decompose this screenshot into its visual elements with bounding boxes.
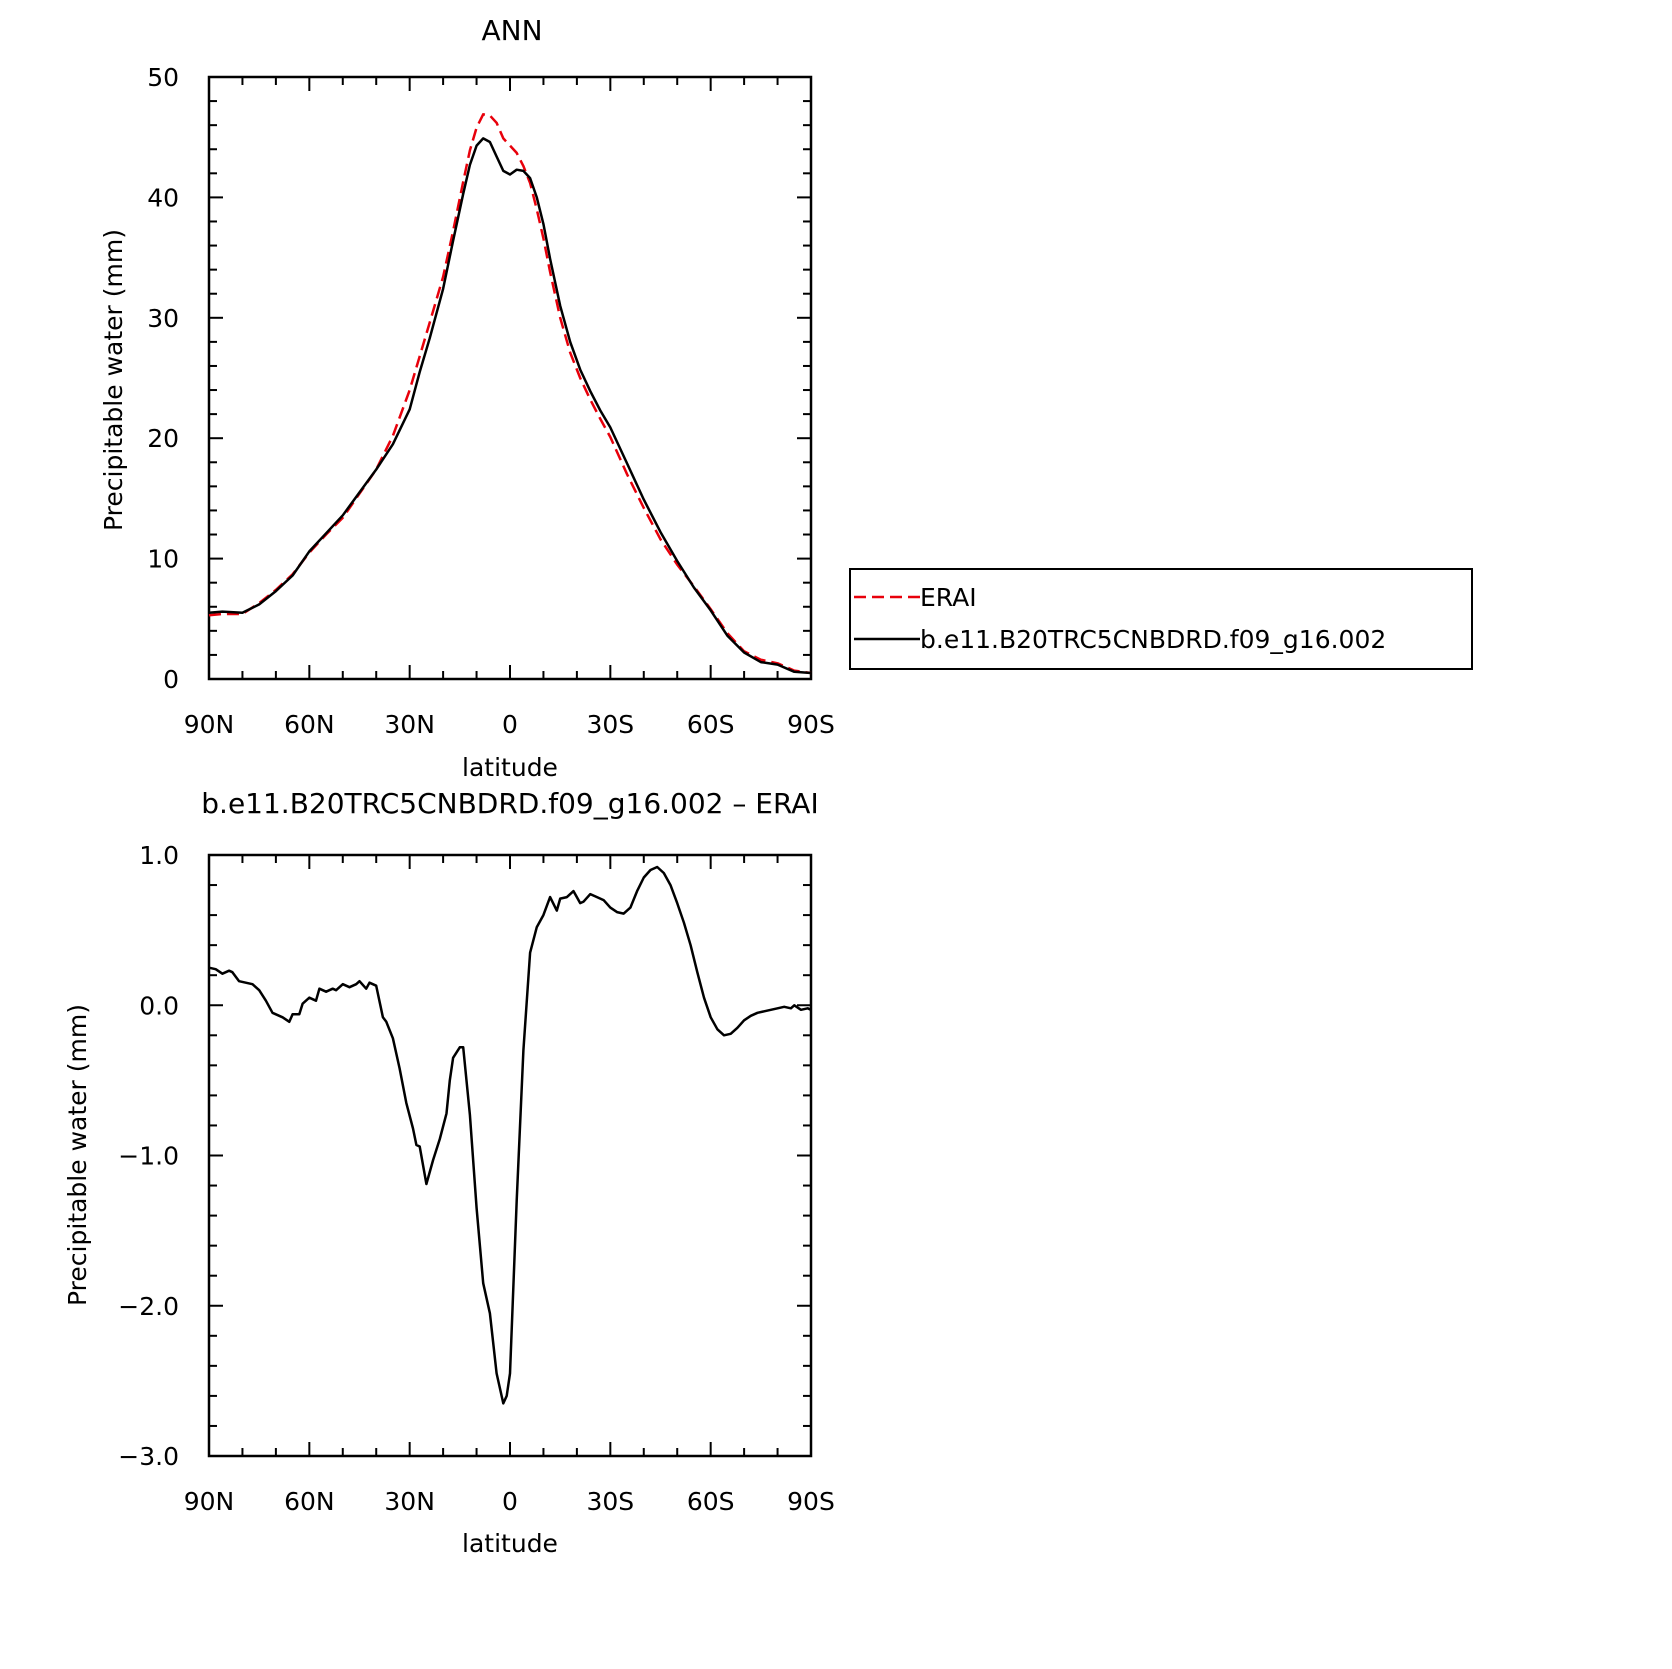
bottom-chart-ylabel: Precipitable water (mm) (63, 1004, 92, 1306)
top-chart-xlabel: latitude (462, 753, 558, 782)
bottom-chart-x-tick-label: 0 (502, 1487, 518, 1516)
top-chart-legend: ERAI b.e11.B20TRC5CNBDRD.f09_g16.002 (849, 568, 1473, 670)
top-chart-x-tick-label: 90S (787, 710, 835, 739)
top-chart-series-line-1 (208, 137, 812, 675)
bottom-chart: b.e11.B20TRC5CNBDRD.f09_g16.002 – ERAI P… (63, 787, 835, 1558)
top-chart-x-tick-label: 30N (384, 710, 435, 739)
bottom-chart-x-tick-label: 60N (284, 1487, 335, 1516)
top-chart-x-tick-label: 90N (184, 710, 235, 739)
bottom-chart-series-line-0 (208, 865, 812, 1405)
bottom-chart-x-tick-label: 90N (184, 1487, 235, 1516)
bottom-chart-title: b.e11.B20TRC5CNBDRD.f09_g16.002 – ERAI (201, 787, 818, 820)
top-chart-x-tick-label: 0 (502, 710, 518, 739)
top-chart-ylabel: Precipitable water (mm) (99, 229, 128, 531)
bottom-chart-y-tick-label: 0.0 (139, 991, 179, 1020)
top-chart-x-tick-label: 30S (586, 710, 634, 739)
top-chart-x-tick-label: 60N (284, 710, 335, 739)
bottom-chart-xlabel: latitude (462, 1529, 558, 1558)
top-chart-y-tick-label: 30 (147, 304, 179, 333)
top-chart-title: ANN (481, 14, 542, 47)
bottom-chart-y-tick-label: −3.0 (118, 1442, 179, 1471)
bottom-chart-x-tick-label: 30S (586, 1487, 634, 1516)
top-chart: ANN Precipitable water (mm) latitude 90N… (99, 14, 835, 782)
bottom-chart-y-tick-label: 1.0 (139, 841, 179, 870)
top-chart-series-line-0 (208, 113, 812, 675)
bottom-chart-x-tick-label: 60S (687, 1487, 735, 1516)
legend-model-label: b.e11.B20TRC5CNBDRD.f09_g16.002 (920, 625, 1386, 654)
bottom-chart-y-tick-label: −2.0 (118, 1292, 179, 1321)
top-chart-y-tick-label: 0 (163, 665, 179, 694)
top-chart-x-tick-label: 60S (687, 710, 735, 739)
top-chart-y-tick-label: 20 (147, 424, 179, 453)
bottom-chart-x-tick-label: 30N (384, 1487, 435, 1516)
legend-erai-label: ERAI (920, 583, 977, 612)
bottom-chart-y-tick-label: −1.0 (118, 1142, 179, 1171)
bottom-chart-x-tick-label: 90S (787, 1487, 835, 1516)
top-chart-plot-frame (207, 75, 813, 681)
legend-box (849, 568, 1473, 670)
top-chart-y-tick-label: 50 (147, 63, 179, 92)
top-chart-y-tick-label: 10 (147, 545, 179, 574)
top-chart-y-tick-label: 40 (147, 183, 179, 212)
